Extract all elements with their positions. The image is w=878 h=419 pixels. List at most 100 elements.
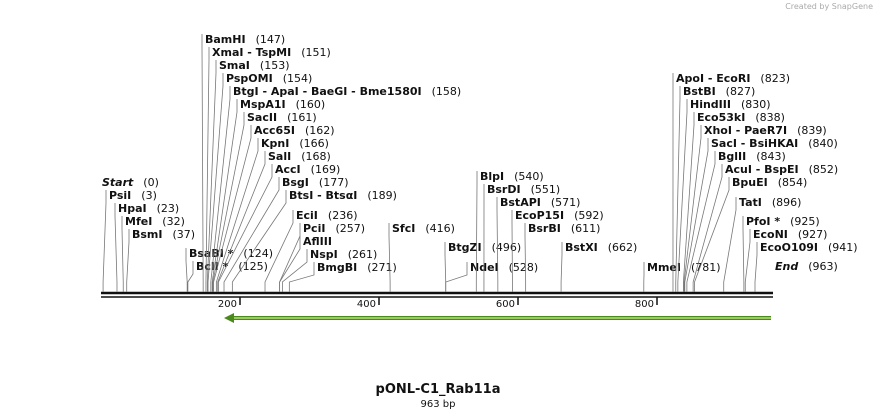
site-label: XmaI - TspMI (151) [212, 46, 331, 59]
site-position: (124) [243, 247, 273, 260]
site-label: BstAPI (571) [500, 196, 580, 209]
enzyme-name: BamHI [205, 33, 246, 46]
site-position: (37) [173, 228, 196, 241]
site-label: MspA1I (160) [240, 98, 325, 111]
site-leader [675, 86, 681, 292]
enzyme-name: End [775, 260, 798, 273]
site-label: KpnI (166) [261, 137, 329, 150]
site-position: (162) [305, 124, 335, 137]
site-label: HpaI (23) [118, 202, 179, 215]
site-label: BamHI (147) [205, 33, 285, 46]
site-leader [217, 151, 266, 292]
site-position: (838) [755, 111, 785, 124]
enzyme-name: PspOMI [226, 72, 273, 85]
site-leader [754, 242, 758, 292]
site-leader [742, 216, 745, 292]
site-label: AcuI - BspEI (852) [725, 163, 838, 176]
site-position: (261) [348, 248, 378, 261]
site-position: (158) [432, 85, 462, 98]
site-position: (927) [798, 228, 828, 241]
site-leader [683, 125, 702, 292]
credit: Created by SnapGene [785, 2, 873, 11]
site-position: (823) [760, 72, 790, 85]
site-leader [445, 262, 468, 292]
site-position: (843) [756, 150, 786, 163]
site-leader [279, 236, 301, 292]
enzyme-name: EcoNI [753, 228, 788, 241]
site-leader [496, 197, 499, 292]
site-position: (963) [808, 260, 838, 273]
enzyme-name: BmgBI [317, 261, 357, 274]
site-position: (852) [809, 163, 839, 176]
enzyme-name: MspA1I [240, 98, 286, 111]
enzyme-name: BstBI [683, 85, 716, 98]
site-position: (840) [808, 137, 838, 150]
site-position: (540) [514, 170, 544, 183]
enzyme-name: SacI - BsiHKAI [711, 137, 798, 150]
site-label: SfcI (416) [392, 222, 455, 235]
enzyme-name: BsmI [132, 228, 163, 241]
site-position: (925) [790, 215, 820, 228]
site-leader [692, 164, 723, 292]
site-leader [210, 86, 231, 292]
site-label: BsaBI * (124) [189, 247, 273, 260]
site-label: BmgBI (271) [317, 261, 397, 274]
site-position: (153) [260, 59, 290, 72]
enzyme-name: AccI [275, 163, 301, 176]
site-position: (125) [238, 260, 268, 273]
site-leader [126, 229, 130, 292]
enzyme-name: Acc65I [254, 124, 295, 137]
site-leader [686, 151, 716, 292]
site-position: (161) [287, 111, 317, 124]
site-label: End (963) [775, 260, 838, 273]
site-label: BlpI (540) [480, 170, 544, 183]
site-position: (147) [256, 33, 286, 46]
site-label: BpuEI (854) [732, 176, 807, 189]
site-leader [205, 47, 210, 292]
site-label: BsmI (37) [132, 228, 195, 241]
site-position: (896) [772, 196, 802, 209]
site-position: (592) [574, 209, 604, 222]
site-leader [475, 171, 478, 292]
site-label: PspOMI (154) [226, 72, 312, 85]
enzyme-name: BsrDI [487, 183, 521, 196]
site-leader [223, 177, 280, 292]
enzyme-name: SalI [268, 150, 291, 163]
site-label: PfoI * (925) [746, 215, 820, 228]
site-position: (236) [328, 209, 358, 222]
ruler-label: 600 [496, 299, 515, 310]
site-label: TatI (896) [739, 196, 801, 209]
subtitle: 963 bp [421, 399, 456, 410]
ruler-label: 800 [635, 299, 654, 310]
site-position: (271) [367, 261, 397, 274]
site-leader [677, 99, 688, 292]
site-leader [723, 197, 737, 292]
site-label: SacII (161) [247, 111, 317, 124]
site-label: ApoI - EcoRI (823) [676, 72, 790, 85]
enzyme-name: MfeI [125, 215, 152, 228]
site-label: BclI * (125) [196, 260, 268, 273]
enzyme-name: EcoO109I [760, 241, 818, 254]
enzyme-name: BsgI [282, 176, 309, 189]
ruler-label: 400 [357, 299, 376, 310]
site-label: HindIII (830) [690, 98, 771, 111]
enzyme-name: PsiI [109, 189, 131, 202]
enzyme-name: AcuI - BspEI [725, 163, 799, 176]
site-position: (23) [157, 202, 180, 215]
site-position: (496) [492, 241, 522, 254]
site-label: NspI (261) [310, 248, 377, 261]
enzyme-name: BtgZI [448, 241, 482, 254]
site-leader [185, 248, 188, 292]
feature-arrow-head [224, 313, 234, 323]
site-leader [211, 99, 238, 292]
enzyme-name: NspI [310, 248, 338, 261]
enzyme-name: BsrBI [528, 222, 561, 235]
site-label: MfeI (32) [125, 215, 185, 228]
site-label: BsrBI (611) [528, 222, 600, 235]
site-position: (854) [778, 176, 808, 189]
site-label: XhoI - PaeR7I (839) [704, 124, 827, 137]
site-label: BtsI - BtsαI (189) [289, 189, 397, 202]
enzyme-name: HindIII [690, 98, 731, 111]
ruler-label: 200 [218, 299, 237, 310]
site-leader [212, 112, 245, 292]
